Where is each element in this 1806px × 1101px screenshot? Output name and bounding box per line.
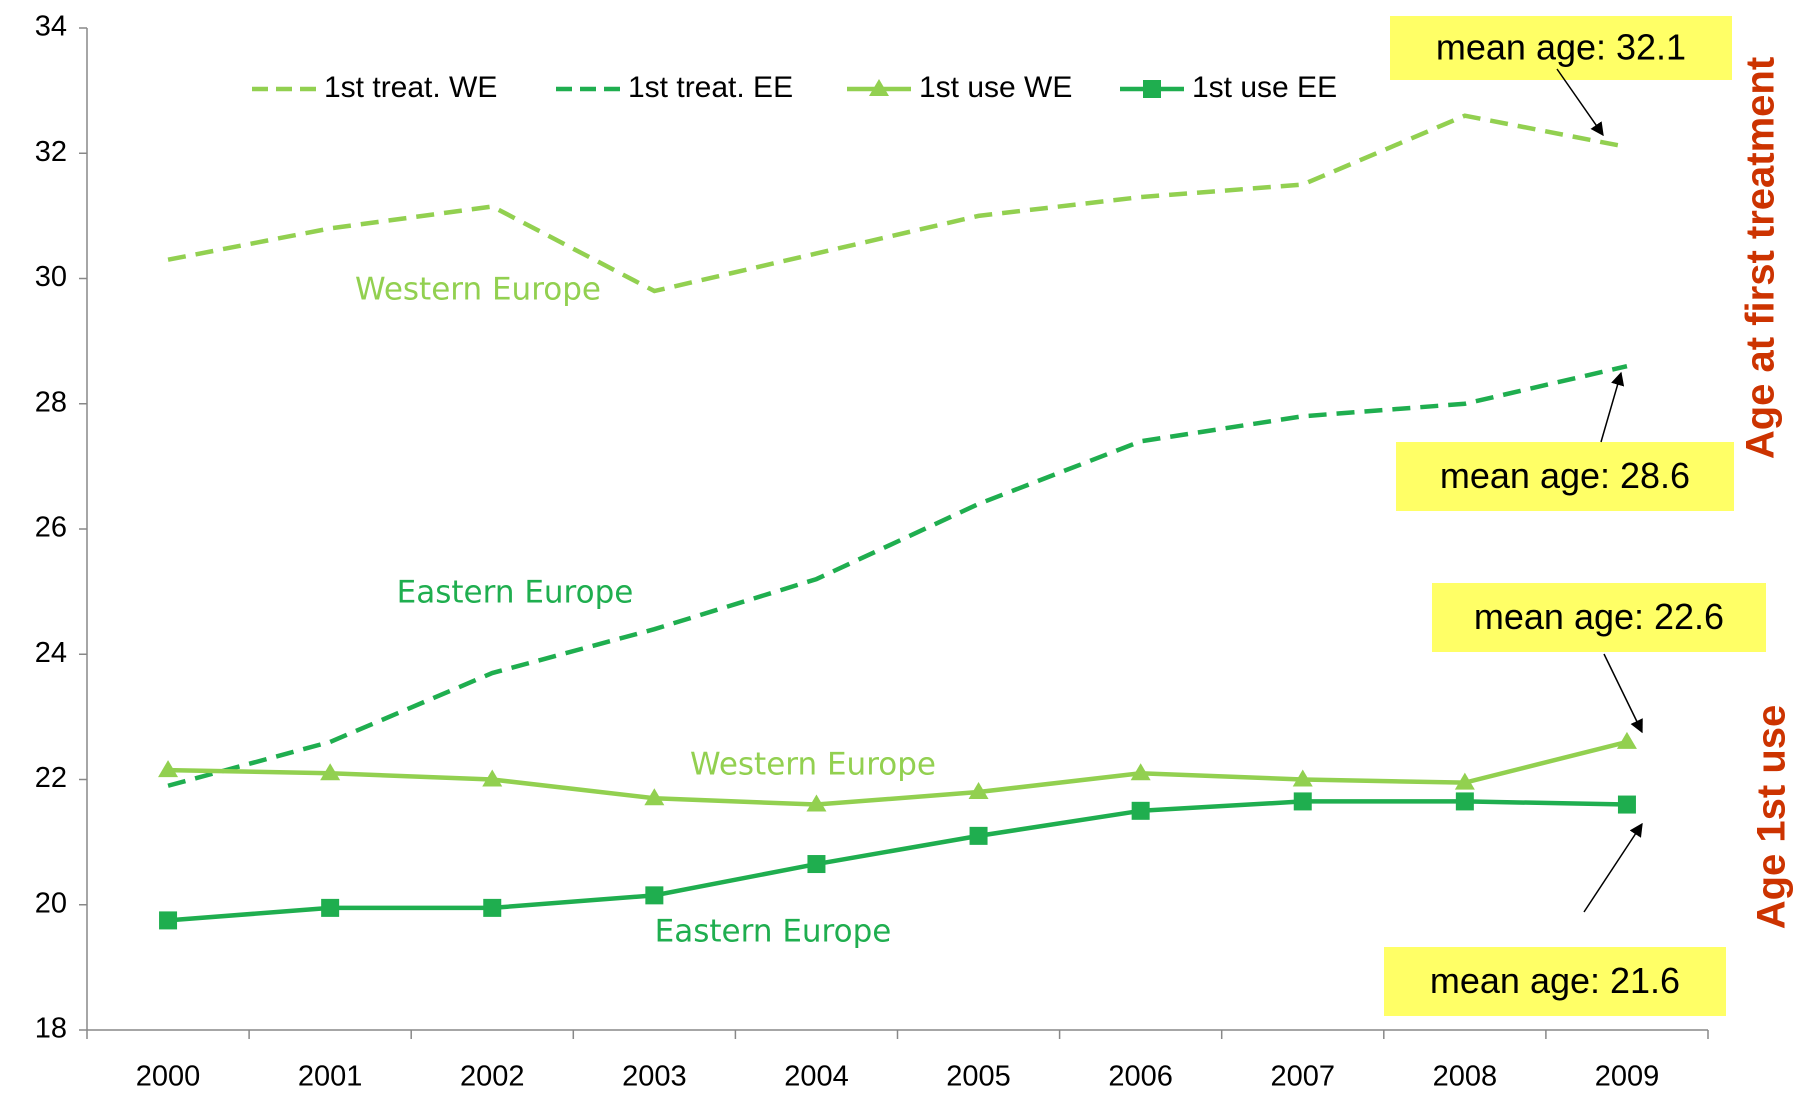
- x-tick-label: 2007: [1270, 1061, 1335, 1093]
- y-tick-label: 30: [35, 261, 67, 293]
- point: [1131, 801, 1150, 820]
- point: [158, 760, 179, 778]
- y-tick-label: 20: [35, 887, 67, 919]
- point: [321, 898, 340, 917]
- series-line: [167, 799, 1627, 923]
- y-tick-label: 34: [35, 11, 67, 43]
- side-label: Age 1st use: [1750, 705, 1794, 930]
- legend-label: 1st use WE: [919, 71, 1072, 104]
- point: [869, 79, 889, 96]
- x-tick-label: 2003: [622, 1061, 687, 1093]
- x-tick-label: 2001: [298, 1061, 363, 1093]
- point: [969, 826, 988, 845]
- point: [968, 782, 989, 800]
- annotation: mean age: 21.6: [1430, 960, 1680, 1001]
- annotation-box: [1432, 583, 1766, 652]
- legend-label: 1st use EE: [1192, 71, 1337, 104]
- x-tick-label: 2009: [1595, 1061, 1660, 1093]
- point: [483, 898, 502, 917]
- x-tick-label: 2002: [460, 1061, 525, 1093]
- annotation-arrow: [1603, 653, 1643, 734]
- point: [482, 769, 503, 787]
- annotation: mean age: 32.1: [1436, 27, 1686, 68]
- region-label: Western Europe: [355, 272, 601, 308]
- region-label: Eastern Europe: [397, 575, 634, 611]
- x-tick-label: 2004: [784, 1061, 849, 1093]
- point: [1292, 769, 1313, 787]
- legend-label: 1st treat. WE: [324, 71, 497, 104]
- series-line: [167, 363, 1628, 788]
- region-label: Western Europe: [690, 747, 936, 783]
- series-line: [168, 739, 1628, 807]
- x-tick-label: 2000: [136, 1061, 201, 1093]
- x-tick-label: 2005: [946, 1061, 1011, 1093]
- series-line: [167, 113, 1628, 294]
- point: [1455, 792, 1474, 811]
- point: [159, 911, 178, 930]
- x-tick-label: 2008: [1433, 1061, 1498, 1093]
- point: [1130, 763, 1151, 781]
- annotation-box: [1390, 16, 1732, 80]
- region-label: Eastern Europe: [655, 914, 892, 950]
- x-tick-label: 2006: [1108, 1061, 1173, 1093]
- legend-label: 1st treat. EE: [628, 71, 793, 104]
- y-tick-label: 22: [35, 762, 67, 794]
- annotation: mean age: 28.6: [1440, 455, 1690, 496]
- point: [1617, 795, 1636, 814]
- annotation-arrow: [1556, 68, 1604, 137]
- point: [1454, 772, 1475, 790]
- side-label: Age at first treatment: [1739, 57, 1783, 459]
- annotation-box: [1384, 947, 1726, 1016]
- y-tick-label: 26: [35, 512, 67, 544]
- point: [320, 763, 341, 781]
- point: [806, 794, 827, 812]
- point: [645, 886, 664, 905]
- annotation: mean age: 22.6: [1474, 596, 1724, 637]
- point: [644, 788, 665, 806]
- point: [1143, 80, 1161, 98]
- annotation-arrow: [1600, 371, 1625, 443]
- point: [1616, 731, 1637, 749]
- annotation-box: [1396, 442, 1734, 511]
- annotation-arrow: [1583, 822, 1643, 913]
- y-tick-label: 18: [35, 1013, 67, 1045]
- y-tick-label: 32: [35, 136, 67, 168]
- point: [807, 855, 826, 874]
- y-tick-label: 28: [35, 386, 67, 418]
- y-tick-label: 24: [35, 637, 67, 669]
- point: [1293, 792, 1312, 811]
